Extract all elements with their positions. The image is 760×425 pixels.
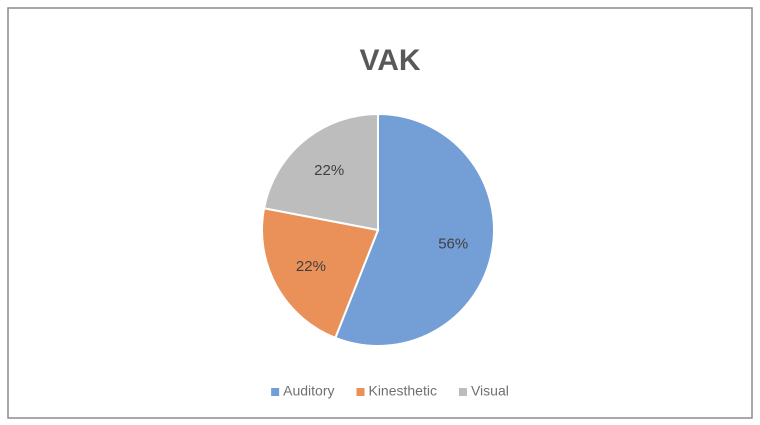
slice-label: 56% (438, 235, 468, 252)
legend-marker (458, 388, 467, 396)
pie-slice (333, 112, 495, 347)
legend-marker (271, 388, 280, 396)
slice-label: 22% (314, 162, 344, 179)
legend-label: Auditory (283, 383, 334, 399)
legend-label: Kinesthetic (368, 383, 436, 399)
legend-marker (356, 388, 365, 396)
pie-slice (262, 112, 379, 232)
legend-label: Visual (471, 383, 509, 399)
slice-label: 22% (296, 258, 326, 275)
pie-slice (261, 207, 380, 340)
chart-title: VAK (359, 44, 420, 77)
